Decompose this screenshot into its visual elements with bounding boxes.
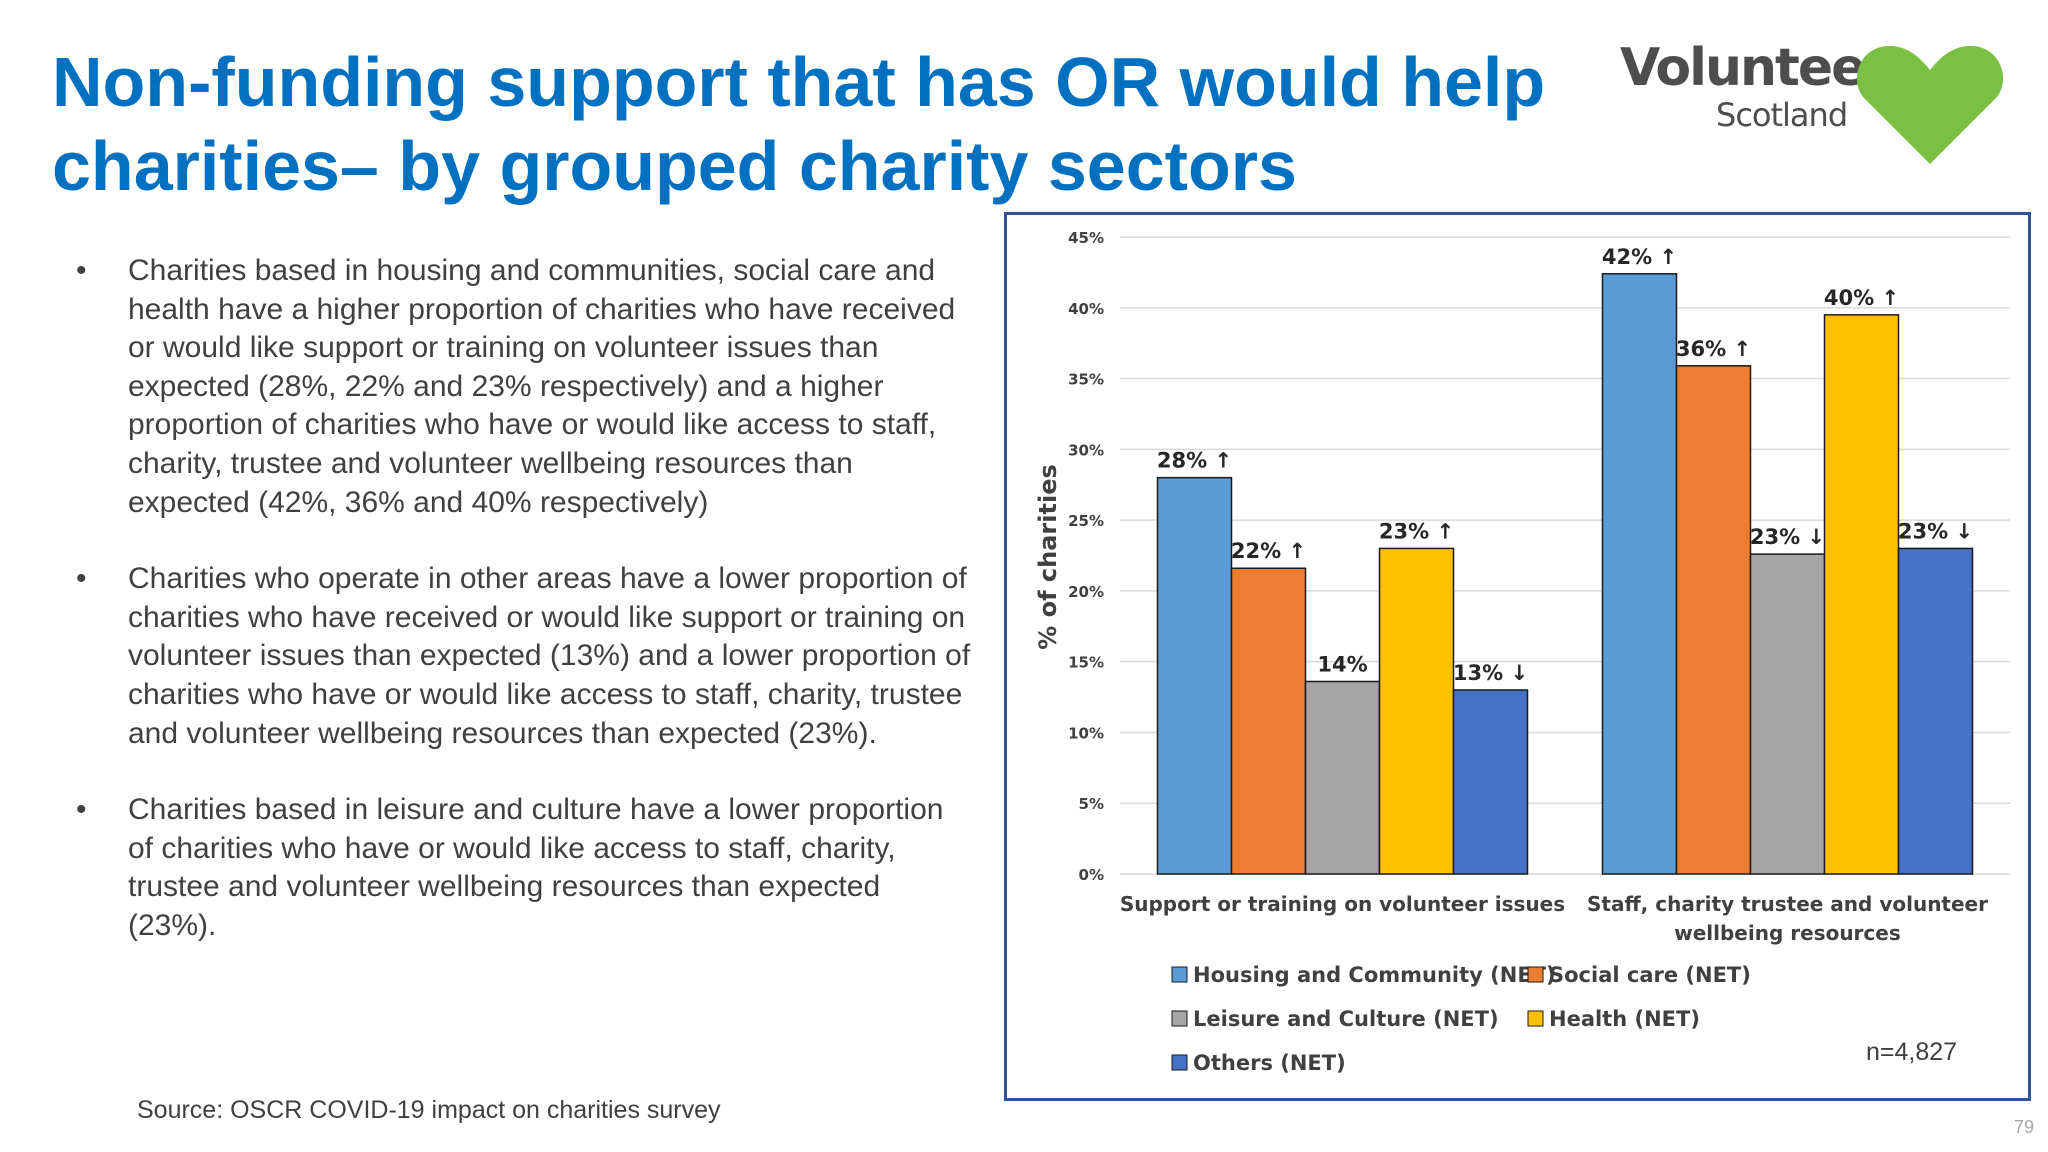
y-tick-label: 15% (1068, 654, 1104, 672)
data-label: 23% ↑ (1379, 519, 1454, 543)
bar-chart: 0% 5% 10% 15% 20% 25% 30% 35% 40% 45% % of charit… (1004, 212, 2031, 1101)
data-label: 36% ↑ (1676, 337, 1751, 361)
sample-size-label: n=4,827 (1866, 1038, 1958, 1066)
legend-swatch (1171, 1010, 1188, 1027)
page-number: 79 (2014, 1117, 2035, 1137)
data-label: 14% (1317, 652, 1367, 676)
x-axis-categories: Support or training on volunteer issues S… (1120, 892, 1988, 945)
data-label: 23% ↓ (1898, 519, 1973, 543)
x-category-label: wellbeing resources (1674, 921, 1901, 945)
x-category-label: Support or training on volunteer issues (1120, 892, 1565, 916)
data-labels: 28% ↑ 22% ↑ 14% 23% ↑ 13% ↓ 42% ↑ 36% ↑ 23% ↓ 40… (1157, 245, 1973, 685)
y-tick-label: 40% (1068, 300, 1104, 318)
y-tick-label: 5% (1079, 795, 1104, 813)
y-axis-ticks: 0% 5% 10% 15% 20% 25% 30% 35% 40% 45% (1068, 229, 1104, 884)
legend-label: Others (NET) (1193, 1051, 1346, 1075)
data-label: 42% ↑ (1602, 245, 1677, 269)
legend-label: Housing and Community (NET) (1193, 963, 1556, 987)
bar (1304, 680, 1381, 875)
bars (1156, 273, 1974, 875)
legend-label: Social care (NET) (1549, 963, 1751, 987)
data-label: 40% ↑ (1824, 286, 1899, 310)
source-note: Source: OSCR COVID-19 impact on charitie… (137, 1096, 721, 1124)
legend-swatch (1527, 966, 1544, 983)
bullet-dot: • (76, 254, 87, 287)
legend-swatch (1527, 1010, 1544, 1027)
logo-word: Volunteer (1620, 38, 1890, 98)
bullet-text: Charities based in housing and communiti… (128, 254, 956, 519)
volunteer-scotland-logo: Volunteer Scotland (1620, 36, 2010, 172)
x-category-label: Staff, charity trustee and volunteer (1587, 892, 1988, 916)
bullet-dot: • (76, 793, 87, 827)
bar (1675, 365, 1752, 875)
bar (1823, 314, 1900, 875)
bullet-list: • Charities based in housing and communit… (72, 252, 972, 984)
bar (1601, 273, 1678, 875)
heart-icon (1856, 45, 2004, 165)
data-label: 23% ↓ (1750, 525, 1825, 549)
bar (1156, 476, 1233, 875)
bar (1378, 547, 1455, 875)
legend-swatch (1171, 966, 1188, 983)
bar (1230, 567, 1307, 875)
bullet-dot: • (76, 562, 87, 596)
legend-label: Health (NET) (1549, 1007, 1700, 1031)
data-label: 22% ↑ (1231, 539, 1306, 563)
bullet-text: Charities based in leisure and culture h… (128, 793, 944, 942)
y-tick-label: 35% (1068, 371, 1104, 389)
legend-label: Leisure and Culture (NET) (1193, 1007, 1499, 1031)
slide-title: Non-funding support that has OR would he… (52, 43, 1546, 205)
data-label: 28% ↑ (1157, 449, 1232, 473)
y-tick-label: 10% (1068, 724, 1104, 742)
y-axis-label: % of charities (1034, 464, 1062, 650)
y-tick-label: 45% (1068, 229, 1104, 247)
y-tick-label: 30% (1068, 441, 1104, 459)
bullet-item: • Charities based in housing and communit… (72, 252, 972, 522)
bar (1452, 689, 1529, 875)
bullet-item: • Charities based in leisure and culture … (72, 791, 972, 945)
bullet-item: • Charities who operate in other areas ha… (72, 560, 972, 753)
bar (1897, 547, 1974, 875)
legend: Housing and Community (NET)Social care (… (1171, 963, 1751, 1075)
y-tick-label: 20% (1068, 583, 1104, 601)
legend-swatch (1171, 1054, 1188, 1071)
bar (1749, 553, 1826, 875)
bullet-text: Charities who operate in other areas hav… (128, 562, 971, 750)
y-tick-label: 25% (1068, 512, 1104, 530)
y-tick-label: 0% (1079, 866, 1104, 884)
logo-sub: Scotland (1716, 96, 1848, 134)
data-label: 13% ↓ (1453, 661, 1528, 685)
